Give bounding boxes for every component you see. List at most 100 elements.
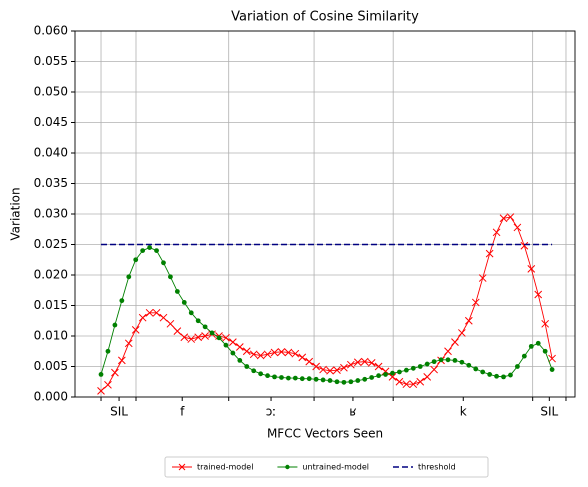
marker (360, 357, 369, 366)
marker (194, 333, 203, 342)
marker (159, 313, 168, 322)
marker (124, 339, 133, 348)
marker (534, 290, 543, 299)
marker (265, 373, 270, 379)
marker (376, 373, 382, 379)
marker (105, 348, 111, 354)
y-tick-label: 0.050 (34, 85, 68, 99)
marker (242, 347, 251, 356)
marker (111, 368, 119, 377)
marker (346, 360, 355, 369)
y-tick-label: 0.020 (34, 268, 68, 282)
marker (327, 378, 333, 383)
marker (256, 351, 265, 360)
marker (154, 248, 159, 254)
y-tick-label: 0.030 (34, 207, 68, 221)
marker (438, 357, 444, 363)
y-tick-label: 0.000 (34, 390, 68, 404)
marker (520, 241, 529, 250)
marker (473, 366, 479, 372)
marker (499, 214, 508, 223)
marker (145, 308, 154, 317)
marker (388, 373, 397, 381)
marker (152, 308, 161, 317)
marker (216, 335, 222, 341)
y-tick-label: 0.060 (34, 24, 68, 38)
x-axis-label: MFCC Vectors Seen (267, 427, 383, 441)
marker (541, 319, 550, 328)
y-tick-label: 0.045 (34, 115, 68, 129)
legend-box (164, 456, 489, 478)
marker (147, 245, 153, 250)
x-tick-label: ɔː (266, 405, 277, 419)
marker (222, 333, 230, 342)
marker (223, 342, 229, 348)
marker (452, 358, 458, 363)
x-tick-label: ʁ (349, 405, 356, 419)
marker (374, 362, 383, 371)
marker (251, 368, 257, 374)
marker (202, 324, 208, 330)
marker (187, 335, 196, 343)
y-tick-label: 0.035 (34, 176, 68, 190)
marker (445, 357, 451, 363)
marker (117, 356, 126, 365)
marker (97, 387, 105, 395)
marker (478, 274, 487, 282)
marker (272, 374, 277, 380)
x-tick-label: f (180, 405, 185, 419)
marker (423, 373, 432, 381)
marker (313, 376, 319, 382)
x-tick-label: SIL (540, 405, 558, 419)
x-tick-label: SIL (110, 405, 128, 419)
marker (244, 364, 250, 369)
marker (168, 274, 173, 280)
marker (506, 213, 515, 221)
marker (362, 376, 368, 382)
marker (535, 340, 541, 346)
legend: trained-model untrained-model threshold (164, 456, 489, 478)
marker (402, 380, 411, 389)
marker (173, 327, 182, 335)
marker (528, 343, 534, 349)
marker (195, 318, 201, 324)
legend-label: untrained-model (302, 463, 369, 472)
marker (133, 257, 139, 263)
marker (459, 359, 465, 365)
marker (466, 362, 472, 368)
marker (104, 380, 112, 389)
marker (492, 228, 501, 237)
marker (98, 372, 104, 377)
marker (494, 373, 499, 379)
marker (140, 248, 146, 254)
marker (513, 223, 522, 232)
marker (126, 274, 132, 280)
marker (235, 343, 244, 351)
marker (527, 265, 536, 273)
marker (263, 350, 272, 359)
marker (237, 358, 243, 363)
y-axis-label: Variation (9, 187, 23, 240)
marker (367, 358, 376, 367)
marker (397, 369, 402, 375)
marker (319, 365, 327, 374)
marker (326, 366, 334, 375)
marker (305, 357, 314, 366)
marker (299, 376, 305, 382)
marker (403, 367, 409, 373)
marker (292, 375, 298, 381)
marker (410, 365, 416, 371)
marker (542, 348, 548, 354)
y-tick-label: 0.025 (34, 237, 68, 251)
plot-frame (74, 30, 576, 398)
y-tick-label: 0.055 (34, 54, 68, 68)
marker (334, 379, 340, 385)
marker (444, 347, 452, 356)
marker (119, 298, 125, 304)
marker (458, 329, 466, 337)
marker (180, 333, 189, 342)
marker (298, 353, 307, 362)
y-tick-label: 0.015 (34, 298, 68, 312)
marker (395, 377, 404, 386)
